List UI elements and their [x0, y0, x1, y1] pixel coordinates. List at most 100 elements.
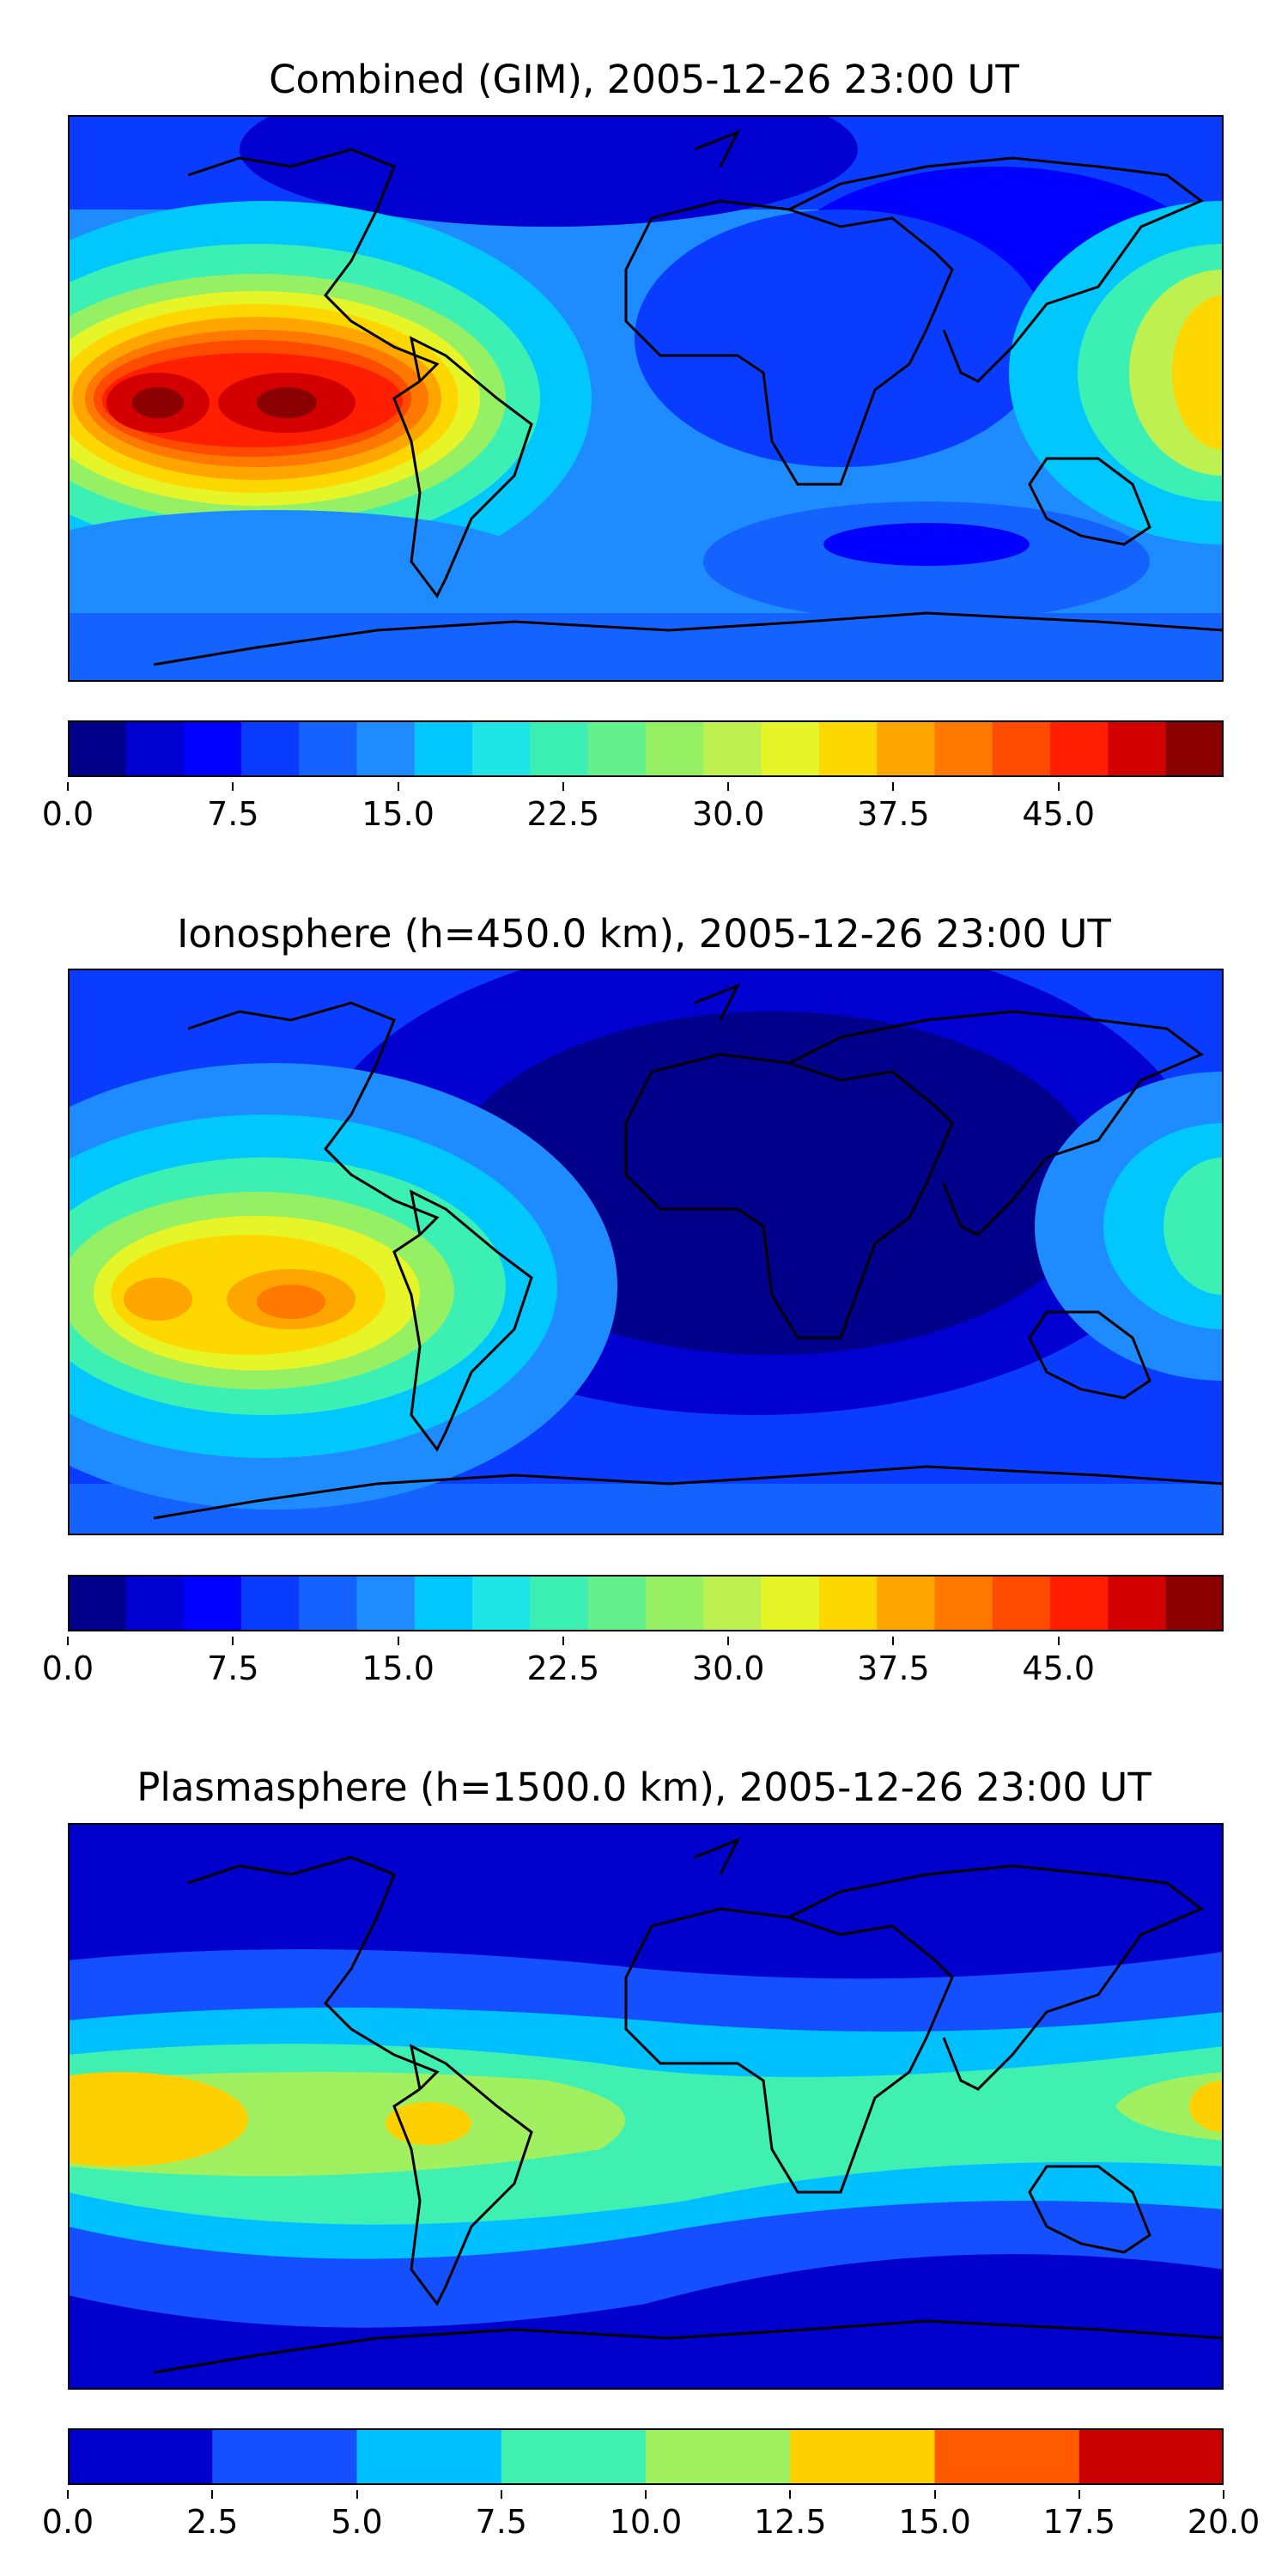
panel-2-map	[68, 969, 1224, 1535]
colorbar-border	[68, 1575, 1224, 1631]
colorbar-tick-mark	[645, 2490, 647, 2499]
colorbar-tick-mark	[500, 2490, 502, 2499]
colorbar-tick-label: 0.0	[41, 2503, 94, 2541]
colorbar-segment	[1108, 720, 1167, 777]
colorbar-tick-label: 45.0	[1022, 1649, 1096, 1687]
colorbar-segment	[1078, 2428, 1224, 2485]
colorbar-tick-label: 30.0	[691, 795, 765, 833]
colorbar-segment	[934, 720, 993, 777]
colorbar-tick-label: 22.5	[526, 1649, 600, 1687]
colorbar-segment	[818, 720, 878, 777]
panel-3-map	[68, 1823, 1224, 2390]
colorbar-segment	[472, 720, 531, 777]
panel-2-colorbar	[68, 1575, 1224, 1631]
colorbar-segment	[68, 2428, 213, 2485]
colorbar-tick-label: 7.5	[207, 795, 259, 833]
colorbar-tick-mark	[1078, 2490, 1080, 2499]
colorbar-tick-label: 22.5	[526, 795, 600, 833]
colorbar-tick-mark	[1057, 782, 1060, 791]
colorbar-segment	[934, 2428, 1080, 2485]
colorbar-segment	[240, 1575, 300, 1631]
colorbar-tick-label: 10.0	[609, 2503, 683, 2541]
colorbar-segment	[356, 720, 416, 777]
colorbar-segment	[992, 720, 1051, 777]
colorbar-segment	[299, 720, 357, 777]
panel-1-colorbar-ticks: 0.0 7.5 15.0 22.5 30.0 37.5 45.0	[42, 782, 1224, 846]
colorbar-segment	[992, 1575, 1051, 1631]
colorbar-tick-mark	[1223, 2490, 1224, 2499]
colorbar-tick-label: 7.5	[207, 1649, 259, 1687]
colorbar-segment	[68, 720, 126, 777]
colorbar-segment	[1050, 1575, 1109, 1631]
colorbar-segment	[646, 720, 704, 777]
colorbar-tick-label: 37.5	[857, 1649, 930, 1687]
panel-1-map	[68, 115, 1224, 682]
colorbar-tick-label: 0.0	[41, 795, 94, 833]
colorbar-border	[68, 2428, 1224, 2485]
colorbar-tick-mark	[397, 782, 399, 791]
colorbar-segment	[125, 720, 185, 777]
colorbar-tick-label: 15.0	[361, 795, 434, 833]
colorbar-tick-label: 2.5	[186, 2503, 239, 2541]
colorbar-segment	[1108, 1575, 1167, 1631]
colorbar-tick-mark	[933, 2490, 936, 2499]
colorbar-segment	[703, 720, 762, 777]
colorbar-tick-mark	[727, 1637, 730, 1645]
colorbar-tick-label: 7.5	[475, 2503, 527, 2541]
colorbar-segment	[472, 1575, 531, 1631]
colorbar-segment	[414, 720, 473, 777]
colorbar-tick-label: 0.0	[41, 1649, 94, 1687]
colorbar-segment	[790, 2428, 935, 2485]
colorbar-tick-mark	[67, 2490, 69, 2499]
colorbar-segment	[646, 1575, 704, 1631]
colorbar-segment	[646, 2428, 791, 2485]
colorbar-tick-label: 17.5	[1042, 2503, 1116, 2541]
colorbar-segment	[240, 720, 300, 777]
colorbar-tick-label: 15.0	[361, 1649, 434, 1687]
colorbar-segment	[530, 1575, 589, 1631]
colorbar-segment	[212, 2428, 357, 2485]
colorbar-tick-mark	[397, 1637, 399, 1645]
colorbar-tick-mark	[211, 2490, 214, 2499]
colorbar-segment	[1050, 720, 1109, 777]
colorbar-tick-mark	[562, 1637, 564, 1645]
colorbar-tick-mark	[1057, 1637, 1060, 1645]
colorbar-tick-label: 15.0	[898, 2503, 971, 2541]
colorbar-tick-mark	[562, 782, 564, 791]
colorbar-segment	[299, 1575, 357, 1631]
colorbar-segment	[703, 1575, 762, 1631]
colorbar-tick-label: 12.5	[753, 2503, 827, 2541]
colorbar-tick-mark	[67, 782, 69, 791]
colorbar-tick-mark	[789, 2490, 792, 2499]
colorbar-tick-mark	[727, 782, 730, 791]
colorbar-tick-label: 20.0	[1187, 2503, 1261, 2541]
colorbar-segment	[1165, 720, 1224, 777]
colorbar-tick-mark	[232, 782, 234, 791]
colorbar-segment	[125, 1575, 185, 1631]
colorbar-segment	[68, 1575, 126, 1631]
colorbar-segment	[501, 2428, 647, 2485]
panel-1-colorbar	[68, 720, 1224, 777]
colorbar-tick-label: 5.0	[331, 2503, 383, 2541]
panel-2-colorbar-ticks: 0.0 7.5 15.0 22.5 30.0 37.5 45.0	[42, 1637, 1224, 1700]
colorbar-segment	[587, 720, 647, 777]
colorbar-segment	[587, 1575, 647, 1631]
colorbar-segment	[877, 720, 935, 777]
colorbar-segment	[761, 1575, 820, 1631]
colorbar-segment	[183, 720, 242, 777]
colorbar-segment	[530, 720, 589, 777]
colorbar-tick-mark	[355, 2490, 358, 2499]
panel-2-title: Ionosphere (h=450.0 km), 2005-12-26 23:0…	[177, 911, 1111, 957]
colorbar-border	[68, 720, 1224, 777]
colorbar-tick-mark	[892, 782, 895, 791]
colorbar-tick-mark	[67, 1637, 69, 1645]
colorbar-segment	[934, 1575, 993, 1631]
colorbar-segment	[183, 1575, 242, 1631]
colorbar-tick-label: 45.0	[1022, 795, 1096, 833]
colorbar-tick-label: 30.0	[691, 1649, 765, 1687]
colorbar-segment	[877, 1575, 935, 1631]
colorbar-tick-label: 37.5	[857, 795, 930, 833]
colorbar-segment	[414, 1575, 473, 1631]
colorbar-segment	[356, 1575, 416, 1631]
colorbar-segment	[761, 720, 820, 777]
